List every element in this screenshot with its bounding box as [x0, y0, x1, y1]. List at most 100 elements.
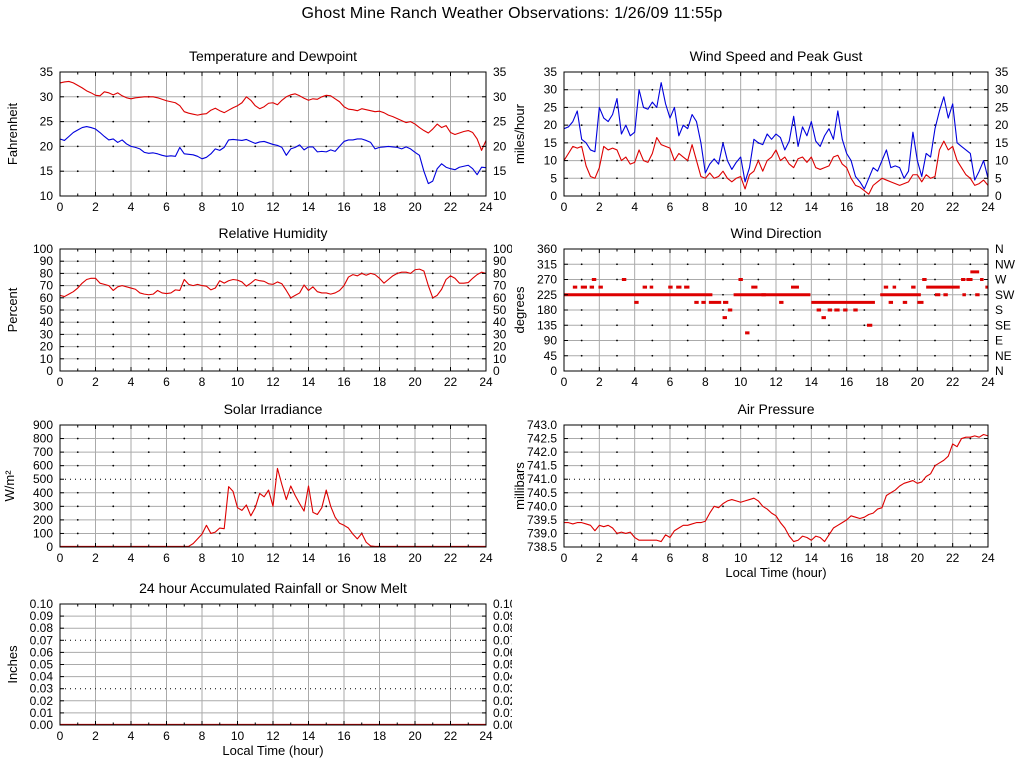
svg-text:6: 6: [667, 375, 674, 389]
svg-text:14: 14: [805, 200, 819, 214]
svg-text:8: 8: [199, 200, 206, 214]
svg-text:NE: NE: [995, 349, 1012, 363]
svg-text:0.03: 0.03: [493, 682, 512, 696]
svg-text:4: 4: [631, 200, 638, 214]
svg-text:14: 14: [302, 729, 316, 743]
svg-text:20: 20: [408, 375, 422, 389]
svg-text:Solar Irradiance: Solar Irradiance: [224, 404, 323, 417]
svg-text:0: 0: [57, 729, 64, 743]
svg-text:25: 25: [544, 100, 558, 114]
chart-air-pressure: 738.5 739.0 739.5 740.0 740.5 741.0 741.5 742.0…: [512, 401, 1024, 582]
svg-text:30: 30: [995, 83, 1009, 97]
svg-text:18: 18: [373, 551, 387, 565]
svg-text:18: 18: [373, 729, 387, 743]
svg-text:22: 22: [946, 551, 960, 565]
svg-text:90: 90: [493, 254, 507, 268]
svg-text:80: 80: [493, 266, 507, 280]
svg-text:16: 16: [337, 375, 351, 389]
svg-text:14: 14: [302, 200, 316, 214]
svg-text:2: 2: [92, 375, 99, 389]
svg-text:4: 4: [128, 729, 135, 743]
svg-text:60: 60: [493, 291, 507, 305]
svg-text:90: 90: [544, 334, 558, 348]
svg-text:10: 10: [40, 189, 54, 203]
svg-text:2: 2: [596, 375, 603, 389]
svg-text:6: 6: [667, 200, 674, 214]
svg-text:0.10: 0.10: [493, 597, 512, 611]
svg-text:740.5: 740.5: [527, 486, 557, 500]
svg-text:4: 4: [128, 375, 135, 389]
svg-text:743.0: 743.0: [527, 418, 557, 432]
svg-text:100: 100: [33, 242, 53, 256]
svg-text:0.03: 0.03: [30, 682, 54, 696]
svg-text:10: 10: [231, 375, 245, 389]
page-title: Ghost Mine Ranch Weather Observations: 1…: [301, 5, 723, 22]
svg-text:35: 35: [40, 65, 54, 79]
svg-text:2: 2: [92, 729, 99, 743]
svg-text:0.04: 0.04: [30, 670, 54, 684]
svg-text:8: 8: [702, 551, 709, 565]
svg-text:40: 40: [40, 315, 54, 329]
svg-text:16: 16: [337, 551, 351, 565]
svg-text:18: 18: [373, 375, 387, 389]
svg-text:degrees: degrees: [512, 286, 527, 333]
svg-text:22: 22: [444, 729, 458, 743]
svg-text:S: S: [995, 303, 1003, 317]
svg-text:700: 700: [33, 445, 53, 459]
svg-text:20: 20: [911, 375, 925, 389]
svg-text:Wind Speed and Peak Gust: Wind Speed and Peak Gust: [690, 48, 863, 64]
svg-text:18: 18: [875, 551, 889, 565]
svg-text:742.0: 742.0: [527, 445, 557, 459]
svg-text:Inches: Inches: [5, 645, 20, 684]
svg-text:millibars: millibars: [512, 462, 527, 510]
svg-text:739.5: 739.5: [527, 513, 557, 527]
svg-text:12: 12: [769, 200, 783, 214]
svg-text:900: 900: [33, 418, 53, 432]
svg-text:W/m²: W/m²: [2, 470, 17, 502]
svg-text:2: 2: [596, 551, 603, 565]
svg-text:0.08: 0.08: [493, 621, 512, 635]
svg-text:10: 10: [231, 729, 245, 743]
svg-text:25: 25: [995, 100, 1009, 114]
chart-rainfall: 0.000.000.010.010.020.020.030.030.040.04…: [0, 580, 517, 768]
svg-text:200: 200: [33, 513, 53, 527]
svg-text:Wind Direction: Wind Direction: [730, 226, 821, 241]
svg-text:18: 18: [875, 200, 889, 214]
svg-text:18: 18: [373, 200, 387, 214]
svg-text:70: 70: [493, 279, 507, 293]
svg-text:30: 30: [493, 327, 507, 341]
svg-text:180: 180: [537, 303, 557, 317]
svg-text:0: 0: [561, 375, 568, 389]
svg-text:0.06: 0.06: [493, 645, 512, 659]
svg-text:15: 15: [40, 164, 54, 178]
svg-text:22: 22: [444, 551, 458, 565]
svg-text:20: 20: [40, 139, 54, 153]
svg-text:741.0: 741.0: [527, 472, 557, 486]
svg-text:12: 12: [266, 200, 280, 214]
svg-text:6: 6: [667, 551, 674, 565]
svg-text:18: 18: [875, 375, 889, 389]
svg-text:E: E: [995, 334, 1003, 348]
svg-text:16: 16: [840, 200, 854, 214]
svg-text:0.01: 0.01: [493, 706, 512, 720]
svg-text:W: W: [995, 273, 1007, 287]
svg-text:100: 100: [33, 526, 53, 540]
svg-text:10: 10: [231, 200, 245, 214]
svg-text:20: 20: [995, 118, 1009, 132]
svg-text:8: 8: [199, 551, 206, 565]
svg-text:0.00: 0.00: [493, 718, 512, 732]
svg-text:100: 100: [493, 242, 512, 256]
svg-text:0: 0: [561, 551, 568, 565]
svg-text:0: 0: [46, 540, 53, 554]
svg-text:0.10: 0.10: [30, 597, 54, 611]
svg-text:50: 50: [493, 303, 507, 317]
svg-text:Fahrenheit: Fahrenheit: [5, 103, 20, 166]
svg-text:Percent: Percent: [5, 287, 20, 332]
svg-text:70: 70: [40, 279, 54, 293]
svg-text:SW: SW: [995, 288, 1015, 302]
svg-text:Local Time (hour): Local Time (hour): [222, 743, 323, 758]
svg-text:0: 0: [995, 189, 1002, 203]
svg-text:600: 600: [33, 459, 53, 473]
svg-text:0.05: 0.05: [493, 658, 512, 672]
svg-text:15: 15: [995, 136, 1009, 150]
